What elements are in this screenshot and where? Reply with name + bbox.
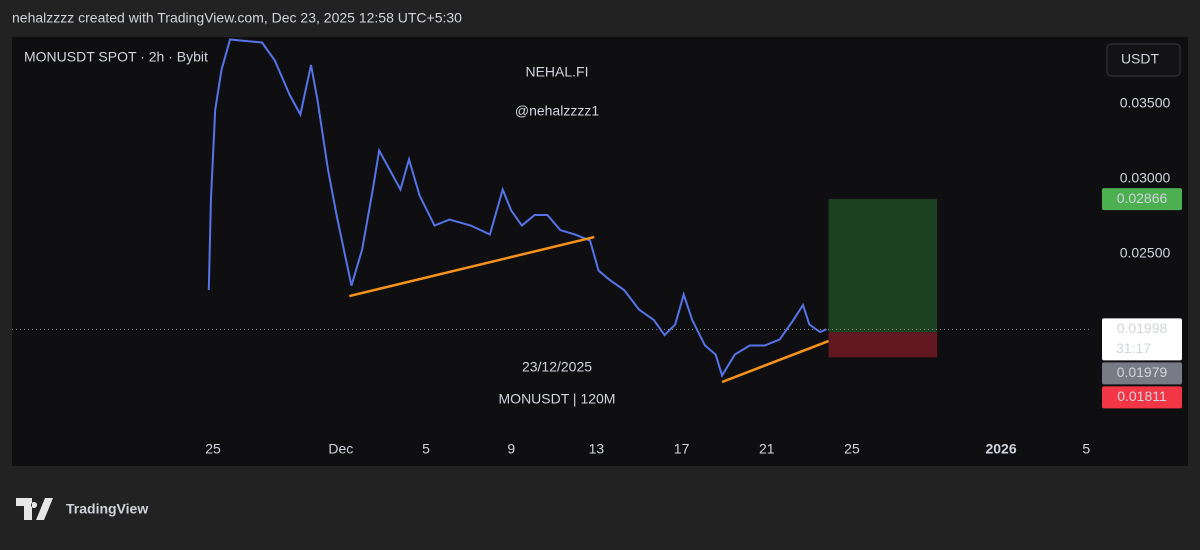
- watermark: @nehalzzzz1: [515, 103, 599, 119]
- price-label-box: [1102, 318, 1182, 361]
- chart-title: MONUSDT SPOT · 2h · Bybit: [24, 49, 208, 65]
- price-label-box: [1102, 362, 1182, 385]
- currency-button[interactable]: [1106, 43, 1181, 77]
- x-tick-label: 5: [1082, 441, 1090, 457]
- x-tick-label: 9: [507, 441, 515, 457]
- trendline: [721, 339, 829, 384]
- brand: TradingView: [66, 501, 148, 517]
- x-tick-label: 21: [759, 441, 775, 457]
- watermark: NEHAL.FI: [525, 64, 588, 80]
- x-tick-label: 25: [205, 441, 221, 457]
- chart-panel: [12, 37, 1188, 466]
- price-label: 0.01811: [1117, 388, 1167, 404]
- stop-zone: [828, 332, 938, 358]
- x-tick-label: 5: [422, 441, 430, 457]
- watermark: 23/12/2025: [522, 359, 592, 375]
- target-zone: [828, 199, 938, 333]
- trendline: [349, 235, 595, 298]
- price-label: 0.01998: [1117, 320, 1168, 336]
- x-tick-label: 17: [674, 441, 690, 457]
- price-label-box: [1102, 188, 1182, 211]
- brand-logo: TradingView: [16, 498, 148, 520]
- watermark: MONUSDT | 120M: [499, 391, 616, 407]
- x-tick-label: 13: [589, 441, 605, 457]
- x-tick-label: 25: [844, 441, 860, 457]
- price-label-box: [1102, 386, 1182, 409]
- price-label: 0.02866: [1117, 190, 1168, 206]
- x-tick-label: Dec: [328, 441, 353, 457]
- y-tick-label: 0.03500: [1120, 95, 1171, 111]
- logo-mark: [16, 498, 53, 520]
- x-tick-label: 2026: [985, 441, 1016, 457]
- countdown: 31:17: [1116, 340, 1151, 356]
- y-tick-label: 0.03000: [1120, 170, 1171, 186]
- caption: nehalzzzz created with TradingView.com, …: [12, 10, 462, 26]
- price-line: [207, 38, 827, 378]
- currency[interactable]: USDT: [1121, 51, 1160, 67]
- y-tick-label: 0.02500: [1120, 245, 1171, 261]
- price-label: 0.01979: [1117, 364, 1168, 380]
